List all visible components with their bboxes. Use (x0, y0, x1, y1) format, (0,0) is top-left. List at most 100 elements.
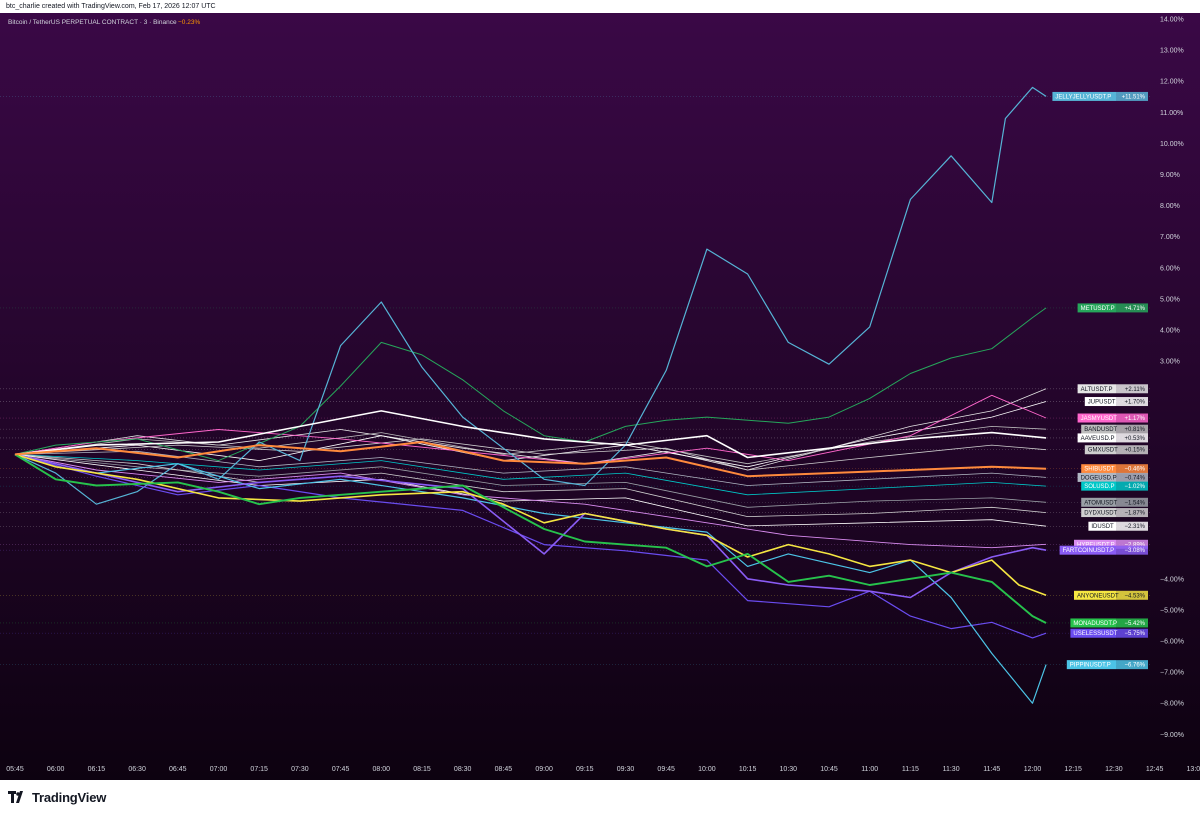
tradingview-logo[interactable]: TradingView (8, 789, 106, 805)
series-tag-value-box (1116, 397, 1148, 407)
series-tag-value: −5.42% (1124, 621, 1145, 627)
y-tick-label: 13.00% (1160, 48, 1184, 55)
series-tag-value: −4.53% (1124, 593, 1145, 599)
series-tag-name: BANDUSDT (1084, 427, 1117, 433)
series-tag[interactable]: JELLYJELLYUSDT.P +11.51% (1052, 91, 1148, 101)
series-tag-name-box (1077, 433, 1116, 443)
y-tick-label: −8.00% (1160, 701, 1184, 708)
series-tag-value-box (1116, 628, 1148, 638)
y-tick-label: 12.00% (1160, 79, 1184, 86)
tradingview-logo-text: TradingView (32, 789, 107, 805)
series-tag-value-box (1116, 497, 1148, 507)
series-tag-value: +0.15% (1124, 448, 1145, 454)
series-line[interactable] (14, 388, 1047, 471)
series-tag-value: −3.08% (1124, 548, 1145, 554)
series-tag-name: ANYONEUSDT (1077, 593, 1119, 599)
series-tag-name-box (1081, 424, 1116, 434)
series-tag[interactable]: FARTCOINUSDT.P −3.08% (1059, 545, 1148, 555)
x-tick-label: 11:30 (943, 766, 960, 773)
series-tag-value-box (1116, 433, 1148, 443)
series-line[interactable] (14, 441, 1047, 478)
series-line[interactable] (14, 410, 1047, 459)
series-line[interactable] (14, 426, 1047, 465)
series-tag-name: METUSDT.P (1081, 306, 1115, 312)
x-tick-label: 08:15 (413, 766, 431, 773)
author-line: btc_charlie created with TradingView.com… (6, 3, 216, 10)
series-tag-name-box (1084, 397, 1116, 407)
x-tick-label: 12:15 (1064, 766, 1082, 773)
series-tag-value: +0.81% (1124, 427, 1145, 433)
series-tag-name: MONADUSDT.P (1073, 621, 1117, 627)
footer: TradingView (0, 780, 1200, 813)
series-tag-name: IDUSDT (1091, 524, 1114, 530)
series-line[interactable] (14, 454, 1047, 527)
series-line[interactable] (14, 453, 1047, 624)
x-tick-label: 10:30 (780, 766, 798, 773)
series-line[interactable] (14, 453, 1047, 639)
tradingview-icon (8, 791, 23, 803)
series-tag-name: SOLUSD.P (1084, 484, 1114, 490)
series-tag[interactable]: JASMYUSDT +1.17% (1077, 413, 1148, 423)
series-tag-value: −2.89% (1124, 542, 1145, 548)
x-tick-label: 08:45 (495, 766, 513, 773)
series-tag-name-box (1084, 445, 1116, 455)
series-tag-name-box (1077, 413, 1116, 423)
series-line[interactable] (14, 453, 1047, 549)
series-tag-value-box (1116, 91, 1148, 101)
series-tag-name-box (1070, 628, 1116, 638)
series-tag-value: −0.46% (1124, 467, 1145, 473)
series-tag[interactable]: MONADUSDT.P −5.42% (1070, 618, 1148, 628)
series-tag-value: +11.51% (1122, 94, 1146, 100)
series-line[interactable] (14, 450, 1047, 486)
series-tag-value: −5.75% (1124, 631, 1145, 637)
series-line[interactable] (14, 401, 1047, 468)
series-tag[interactable]: GMXUSDT +0.15% (1084, 445, 1148, 455)
series-tag-name: FARTCOINUSDT.P (1063, 548, 1115, 554)
x-tick-label: 05:45 (6, 766, 24, 773)
series-tag[interactable]: PIPPINUSDT.P −6.76% (1066, 660, 1148, 670)
series-tag-name-box (1081, 481, 1116, 491)
series-tag-value-box (1116, 545, 1148, 555)
series-tag-name: JASMYUSDT (1081, 416, 1118, 422)
x-tick-label: 10:00 (698, 766, 716, 773)
series-tag[interactable]: ATOMUSDT −1.54% (1081, 497, 1148, 507)
chart-title: Bitcoin / TetherUS PERPETUAL CONTRACT · … (8, 19, 177, 26)
series-line[interactable] (14, 453, 1047, 704)
series-tag[interactable]: BANDUSDT +0.81% (1081, 424, 1148, 434)
series-tag[interactable]: SOLUSD.P −1.02% (1081, 481, 1148, 491)
series-tag-value: +0.53% (1124, 436, 1145, 442)
y-tick-label: 3.00% (1160, 359, 1180, 366)
series-tag-name: DOGEUSD.P (1081, 475, 1117, 481)
series-line[interactable] (14, 453, 1047, 597)
series-tag-value: −1.87% (1124, 511, 1145, 517)
chart-frame[interactable]: Bitcoin / TetherUS PERPETUAL CONTRACT · … (0, 13, 1200, 780)
series-tag-name-box (1074, 539, 1116, 549)
series-tag[interactable]: METUSDT.P +4.71% (1077, 303, 1148, 313)
series-tag-name: SHIBUSDT (1084, 467, 1115, 473)
series-tag-name-box (1081, 464, 1116, 474)
series-tag[interactable]: DOGEUSD.P −0.74% (1077, 472, 1148, 482)
series-tag[interactable]: SHIBUSDT −0.46% (1081, 464, 1148, 474)
series-tag-value: +1.17% (1124, 416, 1145, 422)
series-tag-name-box (1081, 497, 1116, 507)
x-tick-label: 12:30 (1105, 766, 1123, 773)
series-tag-value: +1.70% (1124, 400, 1145, 406)
series-tag[interactable]: AAVEUSD.P +0.53% (1077, 433, 1148, 443)
series-tag-value-box (1116, 424, 1148, 434)
series-tag-value-box (1116, 384, 1148, 394)
series-tag-value: +4.71% (1124, 306, 1145, 312)
series-line[interactable] (14, 454, 1047, 517)
series-line[interactable] (14, 86, 1047, 505)
series-tag-value-box (1116, 618, 1148, 628)
series-tag[interactable]: HYPEUSDT.P −2.89% (1074, 539, 1148, 549)
series-tag[interactable]: USELESSUSDT −5.75% (1070, 628, 1148, 638)
series-tag[interactable]: IDUSDT −2.31% (1088, 521, 1148, 531)
series-tag[interactable]: DYDXUSDT −1.87% (1081, 508, 1148, 518)
series-tag[interactable]: ALTUSDT.P +2.11% (1077, 384, 1148, 394)
y-tick-label: −6.00% (1160, 639, 1184, 646)
series-tag[interactable]: ANYONEUSDT −4.53% (1074, 590, 1148, 600)
series-tag-name-box (1077, 303, 1116, 313)
chart-canvas[interactable]: Bitcoin / TetherUS PERPETUAL CONTRACT · … (0, 13, 1200, 780)
series-tag[interactable]: JUPUSDT +1.70% (1084, 397, 1148, 407)
series-line[interactable] (14, 454, 1047, 496)
